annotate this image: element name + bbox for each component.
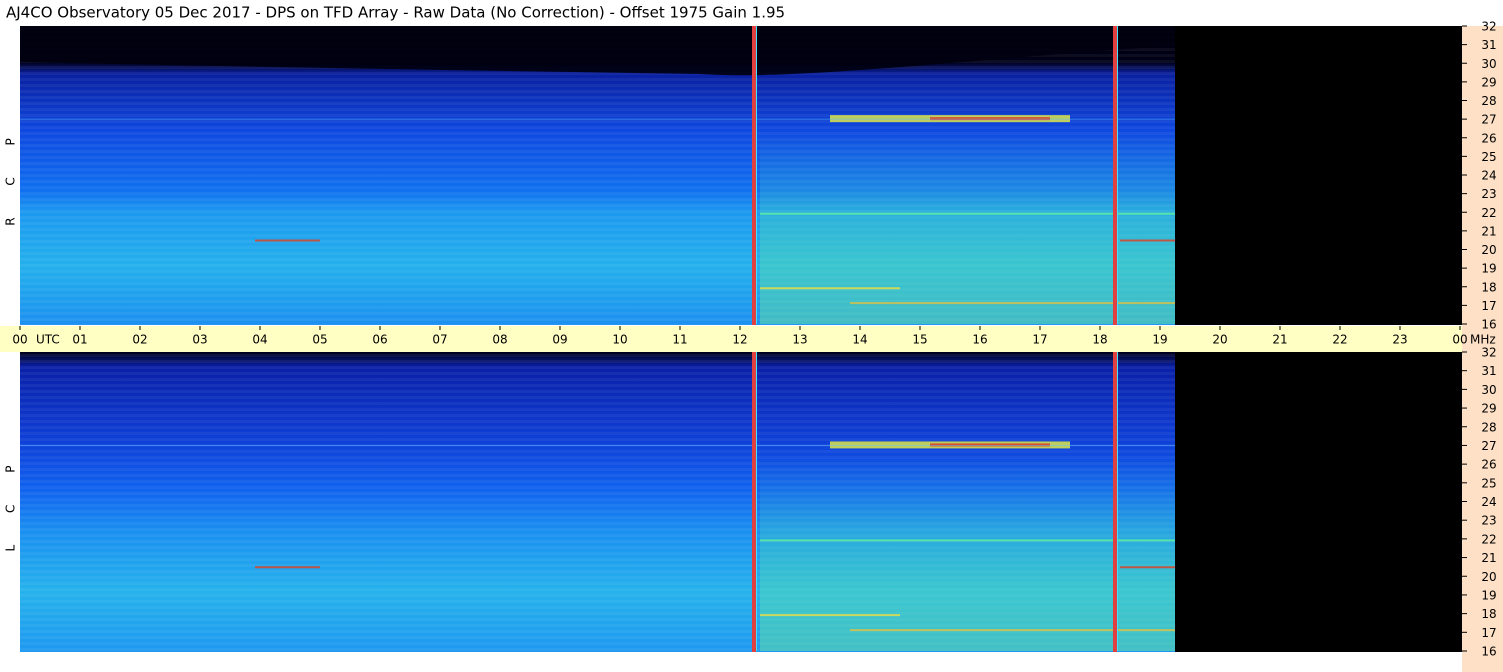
y-tick-label: 25 [1481, 476, 1496, 490]
x-tick-label: 13 [792, 333, 807, 347]
y-tick-label: 30 [1481, 57, 1496, 71]
x-tick-label: 02 [132, 333, 147, 347]
y-tick-label: 26 [1481, 458, 1496, 472]
x-tick-label: 11 [672, 333, 687, 347]
x-tick-label: 19 [1152, 333, 1167, 347]
x-tick-label: 22 [1332, 333, 1347, 347]
y-tick-label: 32 [1481, 346, 1496, 360]
time-axis-strip [0, 326, 1462, 352]
y-tick-label: 28 [1481, 94, 1496, 108]
y-tick-label: 21 [1481, 551, 1496, 565]
night-edge [20, 26, 1175, 76]
panel-label: R C P [4, 124, 18, 226]
y-tick-label: 25 [1481, 150, 1496, 164]
y-tick-label: 17 [1481, 299, 1496, 313]
y-axis-strip [1462, 26, 1503, 672]
x-tick-label: 00 [12, 333, 27, 347]
x-tick-label: 23 [1392, 333, 1407, 347]
y-axis-label: MHz [1470, 333, 1496, 347]
dropout-line [1113, 352, 1117, 652]
axes: 16 17 18 19 20 21 22 23 24 25 26 27 28 29 30 31 32 R C P 1… [4, 20, 1497, 659]
y-tick-label: 23 [1481, 514, 1496, 528]
x-tick-label: 16 [972, 333, 987, 347]
chart-title: AJ4CO Observatory 05 Dec 2017 - DPS on T… [6, 4, 785, 22]
panel-label: L C P [4, 452, 18, 552]
y-tick-label: 19 [1481, 262, 1496, 276]
y-tick-label: 32 [1481, 20, 1496, 34]
y-tick-label: 16 [1481, 318, 1496, 332]
title-bar [0, 0, 1503, 26]
y-tick-label: 31 [1481, 38, 1496, 52]
x-tick-label: 06 [372, 333, 387, 347]
y-tick-label: 29 [1481, 402, 1496, 416]
y-tick-label: 17 [1481, 626, 1496, 640]
x-tick-label: 09 [552, 333, 567, 347]
x-tick-label: 21 [1272, 333, 1287, 347]
activity-region [760, 456, 1175, 651]
y-tick-label: 30 [1481, 383, 1496, 397]
x-tick-label: 15 [912, 333, 927, 347]
y-tick-label: 21 [1481, 224, 1496, 238]
y-tick-label: 18 [1481, 280, 1496, 294]
dropout-line [752, 352, 756, 652]
spectrogram-panel [20, 352, 1462, 652]
x-tick-label: 18 [1092, 333, 1107, 347]
spectrogram-panel [20, 26, 1462, 325]
y-tick-label: 28 [1481, 420, 1496, 434]
y-tick-label: 22 [1481, 532, 1496, 546]
x-tick-label: 03 [192, 333, 207, 347]
y-tick-label: 16 [1481, 645, 1496, 659]
activity-region [760, 130, 1175, 324]
x-tick-label: 17 [1032, 333, 1047, 347]
x-tick-label: 10 [612, 333, 627, 347]
y-tick-label: 19 [1481, 588, 1496, 602]
y-tick-label: 24 [1481, 169, 1496, 183]
x-tick-label: 20 [1212, 333, 1227, 347]
dropout-line [752, 26, 756, 325]
x-tick-label: 01 [72, 333, 87, 347]
y-tick-label: 31 [1481, 364, 1496, 378]
panels [20, 26, 1462, 652]
y-tick-label: 20 [1481, 243, 1496, 257]
y-tick-label: 27 [1481, 439, 1496, 453]
y-tick-label: 23 [1481, 187, 1496, 201]
x-tick-label: 00 [1452, 333, 1467, 347]
y-tick-label: 20 [1481, 570, 1496, 584]
x-tick-label: 05 [312, 333, 327, 347]
y-tick-label: 24 [1481, 495, 1496, 509]
x-tick-label: 07 [432, 333, 447, 347]
x-tick-label: 04 [252, 333, 267, 347]
x-axis-label: UTC [36, 333, 60, 347]
dropout-line [1113, 26, 1117, 325]
y-tick-label: 22 [1481, 206, 1496, 220]
y-tick-label: 18 [1481, 607, 1496, 621]
x-tick-label: 14 [852, 333, 867, 347]
x-tick-label: 12 [732, 333, 747, 347]
y-tick-label: 29 [1481, 75, 1496, 89]
y-tick-label: 27 [1481, 113, 1496, 127]
x-tick-label: 08 [492, 333, 507, 347]
y-tick-label: 26 [1481, 131, 1496, 145]
